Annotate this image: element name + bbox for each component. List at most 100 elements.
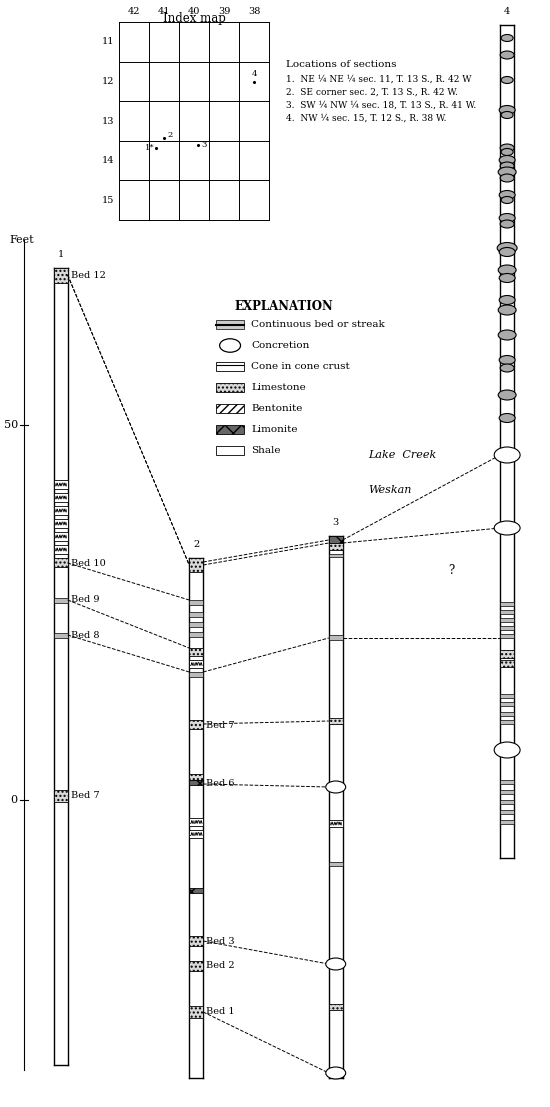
Ellipse shape (499, 105, 515, 114)
Ellipse shape (494, 742, 520, 758)
Text: Limonite: Limonite (251, 425, 298, 434)
Text: 2.  SE corner sec. 2, T. 13 S., R. 42 W.: 2. SE corner sec. 2, T. 13 S., R. 42 W. (286, 87, 458, 97)
Text: 4: 4 (504, 7, 510, 15)
Bar (189, 1006, 203, 1018)
Text: 39: 39 (218, 7, 230, 15)
Bar (216, 320, 244, 329)
Text: Bed 6: Bed 6 (206, 779, 235, 788)
Bar (500, 712, 514, 716)
Text: Cone in cone crust: Cone in cone crust (251, 362, 350, 371)
Ellipse shape (500, 51, 514, 59)
Text: 11: 11 (102, 38, 114, 46)
Text: Lake  Creek: Lake Creek (368, 451, 437, 461)
Bar (189, 672, 203, 677)
Bar (54, 519, 68, 528)
Bar (329, 862, 343, 866)
Ellipse shape (500, 144, 514, 152)
Bar (500, 820, 514, 824)
Bar (54, 532, 68, 541)
Text: Shale: Shale (251, 446, 280, 455)
Bar (329, 1004, 343, 1010)
Text: 3: 3 (333, 518, 339, 527)
Bar (54, 790, 68, 801)
Ellipse shape (499, 296, 515, 304)
Text: Index map: Index map (163, 12, 225, 25)
Text: Bed 7: Bed 7 (206, 721, 235, 730)
Ellipse shape (499, 355, 515, 364)
Bar (54, 480, 68, 489)
Bar (54, 493, 68, 501)
Ellipse shape (499, 414, 515, 423)
Bar (189, 961, 203, 971)
Text: 13: 13 (102, 116, 114, 125)
Ellipse shape (501, 197, 513, 204)
Text: 4.  NW ¼ sec. 15, T. 12 S., R. 38 W.: 4. NW ¼ sec. 15, T. 12 S., R. 38 W. (286, 114, 447, 123)
Text: 2: 2 (193, 540, 199, 549)
Bar (500, 602, 514, 606)
Bar (500, 660, 514, 668)
Bar (189, 600, 203, 606)
Ellipse shape (499, 248, 515, 257)
Text: 12: 12 (102, 76, 114, 86)
Bar (54, 598, 68, 603)
Bar (500, 694, 514, 699)
Text: 40: 40 (188, 7, 200, 15)
Bar (329, 718, 343, 724)
Bar (54, 558, 68, 567)
Text: 1: 1 (58, 250, 64, 259)
Ellipse shape (500, 364, 514, 372)
Ellipse shape (498, 330, 516, 340)
Bar (500, 625, 514, 630)
Bar (216, 446, 244, 455)
Bar (500, 618, 514, 622)
Text: Continuous bed or streak: Continuous bed or streak (251, 320, 385, 329)
Text: Bed 3: Bed 3 (206, 937, 235, 945)
Bar (189, 622, 203, 627)
Text: Bed 1: Bed 1 (206, 1007, 235, 1016)
Ellipse shape (500, 220, 514, 228)
Text: Bed 7: Bed 7 (70, 792, 99, 800)
Text: 42: 42 (128, 7, 141, 15)
Text: Locations of sections: Locations of sections (286, 60, 397, 69)
Text: 41: 41 (158, 7, 170, 15)
Text: 3: 3 (201, 141, 207, 149)
Bar (189, 612, 203, 617)
Bar (189, 888, 203, 893)
Bar (189, 937, 203, 946)
Text: Bed 9: Bed 9 (70, 596, 99, 604)
Bar (216, 383, 244, 392)
Bar (54, 506, 68, 515)
Ellipse shape (501, 76, 513, 83)
Text: ?: ? (448, 563, 455, 577)
Bar (500, 810, 514, 814)
Text: 38: 38 (248, 7, 260, 15)
Bar (500, 790, 514, 794)
Ellipse shape (500, 162, 514, 170)
Text: 1.  NE ¼ NE ¼ sec. 11, T. 13 S., R. 42 W: 1. NE ¼ NE ¼ sec. 11, T. 13 S., R. 42 W (286, 75, 471, 84)
Bar (54, 633, 68, 638)
Bar (329, 544, 343, 550)
Bar (189, 632, 203, 637)
Text: 50: 50 (3, 420, 18, 430)
Text: Bentonite: Bentonite (251, 404, 302, 413)
Bar (216, 362, 244, 371)
Ellipse shape (499, 190, 515, 199)
Bar (329, 635, 343, 640)
Ellipse shape (499, 155, 515, 165)
Bar (216, 425, 244, 434)
Text: Limestone: Limestone (251, 383, 306, 392)
Ellipse shape (498, 306, 516, 315)
Text: Bed 2: Bed 2 (206, 962, 235, 971)
Bar (329, 820, 343, 827)
Bar (189, 720, 203, 730)
Bar (500, 800, 514, 804)
Bar (500, 610, 514, 614)
Bar (500, 634, 514, 638)
Bar (54, 545, 68, 554)
Bar (329, 554, 343, 557)
Ellipse shape (499, 273, 515, 282)
Bar (189, 558, 203, 572)
Ellipse shape (494, 447, 520, 463)
Bar (500, 650, 514, 658)
Ellipse shape (501, 34, 513, 41)
